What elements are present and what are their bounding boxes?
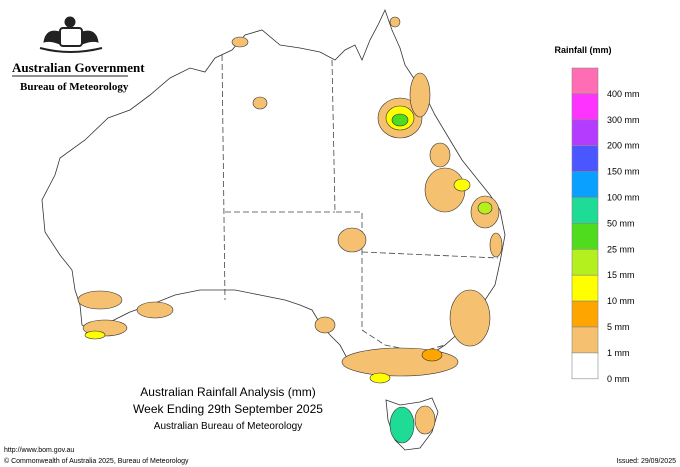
map-title: Australian Rainfall Analysis (mm) — [140, 385, 315, 399]
legend: 400 mm 300 mm 200 mm 150 mm 100 mm 50 mm 25 mm… — [571, 67, 640, 384]
legend-swatch — [571, 223, 599, 250]
legend-label: 15 mm — [607, 270, 635, 280]
map-subtitle: Week Ending 29th September 2025 — [133, 402, 323, 416]
legend-label: 25 mm — [607, 244, 635, 254]
agency-name: Bureau of Meteorology — [20, 81, 129, 93]
legend-label: 400 mm — [607, 89, 640, 99]
coat-of-arms — [39, 16, 103, 53]
legend-label: 0 mm — [607, 374, 630, 384]
legend-label: 100 mm — [607, 193, 640, 203]
rainfall-areas — [77, 16, 503, 444]
legend-swatch — [571, 93, 599, 121]
legend-label: 10 mm — [607, 296, 635, 306]
legend-swatch — [571, 274, 599, 302]
issued-date: Issued: 29/09/2025 — [616, 458, 676, 465]
legend-swatch — [571, 67, 599, 95]
legend-swatch — [571, 119, 599, 147]
legend-label: 200 mm — [607, 141, 640, 151]
legend-label: 5 mm — [607, 322, 630, 332]
legend-label: 50 mm — [607, 218, 635, 228]
legend-title: Rainfall (mm) — [554, 45, 611, 55]
legend-label: 150 mm — [607, 167, 640, 177]
legend-swatch — [571, 249, 599, 276]
copyright: © Commonwealth of Australia 2025, Bureau… — [4, 457, 189, 465]
map-source: Australian Bureau of Meteorology — [154, 421, 302, 432]
legend-label: 300 mm — [607, 115, 640, 125]
website: http://www.bom.gov.au — [4, 447, 74, 454]
legend-swatch — [571, 197, 599, 224]
state-borders — [221, 54, 499, 353]
legend-swatch — [571, 145, 599, 172]
legend-swatch — [571, 326, 599, 354]
government-name: Australian Government — [12, 60, 145, 75]
legend-label: 1 mm — [607, 348, 630, 358]
legend-swatch — [571, 300, 599, 328]
legend-swatch — [571, 171, 599, 198]
legend-swatch — [571, 352, 599, 380]
